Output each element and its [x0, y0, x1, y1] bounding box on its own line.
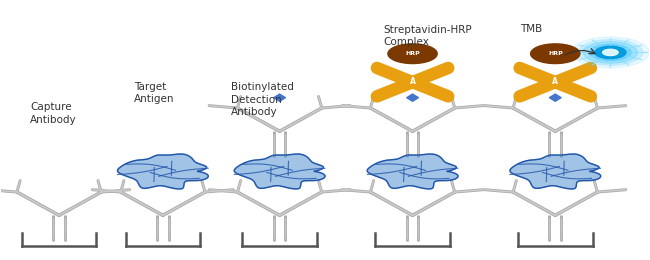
Circle shape — [578, 40, 643, 65]
Circle shape — [603, 49, 618, 56]
Text: HRP: HRP — [548, 51, 563, 56]
Text: Capture
Antibody: Capture Antibody — [30, 102, 77, 125]
Text: HRP: HRP — [405, 51, 420, 56]
Circle shape — [583, 42, 638, 63]
Text: Target
Antigen: Target Antigen — [134, 82, 174, 104]
Polygon shape — [510, 154, 601, 189]
Circle shape — [595, 46, 626, 59]
Text: A: A — [410, 77, 415, 86]
Polygon shape — [549, 94, 561, 101]
Text: Streptavidin-HRP
Complex: Streptavidin-HRP Complex — [384, 25, 472, 47]
Polygon shape — [407, 94, 419, 101]
Circle shape — [590, 44, 631, 61]
Text: TMB: TMB — [519, 24, 542, 34]
Polygon shape — [274, 94, 285, 101]
Circle shape — [571, 37, 649, 68]
Polygon shape — [367, 154, 458, 189]
Text: A: A — [552, 77, 558, 86]
Polygon shape — [234, 154, 325, 189]
Circle shape — [388, 44, 437, 63]
Polygon shape — [118, 154, 208, 189]
Text: Biotinylated
Detection
Antibody: Biotinylated Detection Antibody — [231, 82, 294, 117]
Circle shape — [530, 44, 580, 63]
